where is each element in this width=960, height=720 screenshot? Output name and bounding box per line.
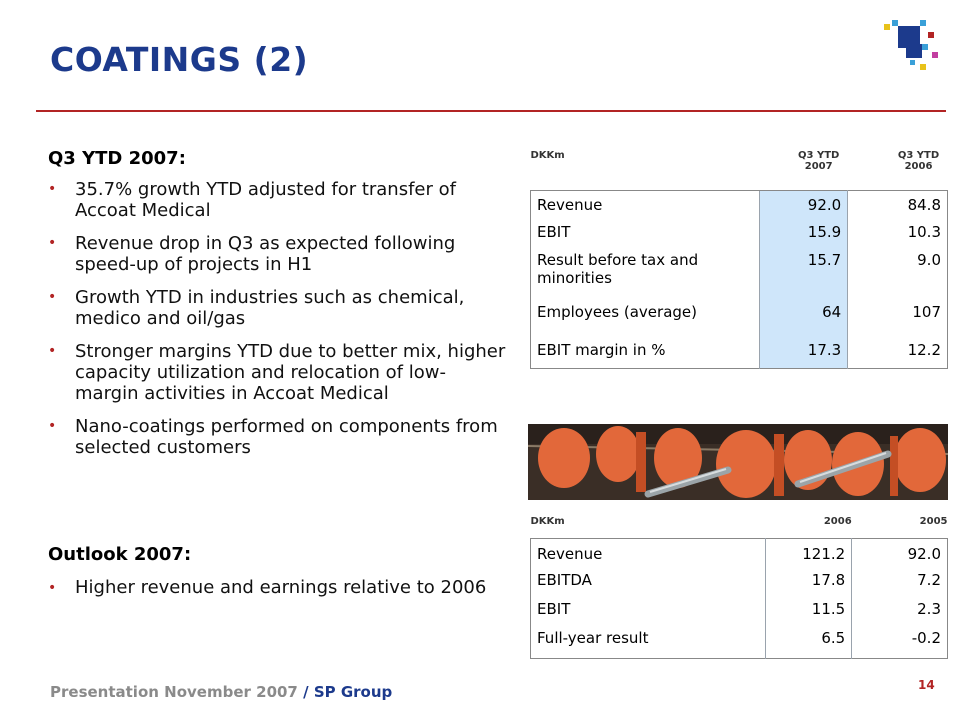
bullet-dot-icon: •	[48, 235, 57, 251]
column-header: 2005	[919, 516, 948, 527]
cell-value: 92.0	[907, 545, 941, 563]
cell-value: 9.0	[917, 250, 941, 269]
column-header: Q3 YTD 2007	[798, 150, 840, 172]
list-item: • 35.7% growth YTD adjusted for transfer …	[48, 179, 456, 221]
table-row: Full-year result 6.5 -0.2	[531, 628, 948, 659]
table-row: Result before tax and minorities 15.7 9.…	[531, 250, 948, 303]
company-logo	[884, 20, 938, 70]
row-label: Employees (average)	[537, 302, 697, 321]
row-label: EBITDA	[537, 570, 592, 589]
bullet-dot-icon: •	[48, 289, 57, 305]
row-label: EBIT	[537, 222, 571, 241]
table-row: EBIT margin in % 17.3 12.2	[531, 334, 948, 369]
footer-separator: /	[303, 683, 309, 701]
cell-value: 15.7	[759, 250, 849, 303]
annual-table: DKKm 2006 2005 Revenue 121.2 92.0 EBITDA…	[530, 516, 948, 659]
column-header: DKKm	[530, 150, 565, 161]
cell-value: 121.2	[765, 538, 853, 571]
coated-parts-photo	[528, 424, 948, 500]
row-label: Revenue	[537, 545, 603, 563]
footer: Presentation November 2007 / SP Group	[50, 683, 392, 701]
outlook-heading: Outlook 2007:	[48, 544, 192, 565]
column-header: 2006	[823, 516, 852, 527]
page-title: COATINGS (2)	[50, 40, 309, 79]
cell-value: 15.9	[759, 222, 849, 251]
cell-value: 17.3	[759, 334, 849, 369]
outlook-bullet-list: • Higher revenue and earnings relative to…	[48, 575, 518, 601]
cell-value: 64	[759, 302, 849, 335]
row-label: EBIT	[537, 599, 571, 618]
footer-company: SP Group	[313, 683, 393, 701]
footer-presentation: Presentation November 2007	[50, 683, 298, 701]
q3-bullet-list: • 35.7% growth YTD adjusted for transfer …	[48, 179, 508, 458]
bullet-dot-icon: •	[48, 181, 57, 197]
page-number: 14	[918, 678, 935, 692]
cell-value: 2.3	[917, 599, 941, 618]
cell-value: 84.8	[847, 190, 948, 223]
cell-value: 107	[912, 302, 941, 321]
cell-value: 7.2	[917, 570, 941, 589]
column-header: Q3 YTD 2006	[897, 150, 940, 172]
column-header: DKKm	[530, 516, 565, 527]
title-divider	[36, 110, 946, 112]
cell-value: -0.2	[911, 628, 941, 647]
outlook-section: Outlook 2007: • Higher revenue and earnin…	[48, 544, 518, 613]
bullet-dot-icon: •	[48, 343, 57, 359]
table-row: EBIT 15.9 10.3	[531, 222, 948, 251]
q3-heading: Q3 YTD 2007:	[48, 148, 186, 169]
cell-value: 6.5	[765, 628, 853, 659]
bullet-dot-icon: •	[48, 580, 57, 596]
cell-value: 17.8	[765, 570, 853, 600]
table-row: Revenue 121.2 92.0	[531, 538, 948, 571]
cell-value: 92.0	[759, 190, 849, 223]
cell-value: 12.2	[907, 340, 941, 359]
row-label: Full-year result	[537, 628, 649, 647]
table-row: Employees (average) 64 107	[531, 302, 948, 335]
list-item: • Stronger margins YTD due to better mix,…	[48, 341, 506, 404]
q3-ytd-table: DKKm Q3 YTD 2007 Q3 YTD 2006 Revenue 92.…	[530, 150, 948, 369]
list-item: • Growth YTD in industries such as chemic…	[48, 287, 465, 329]
table-row: EBITDA 17.8 7.2	[531, 570, 948, 600]
bullet-dot-icon: •	[48, 418, 57, 434]
cell-value: 10.3	[907, 222, 941, 241]
list-item: • Nano-coatings performed on components f…	[48, 416, 498, 458]
row-label: Revenue	[530, 190, 760, 223]
cell-value: 11.5	[765, 599, 853, 629]
list-item: • Higher revenue and earnings relative to…	[48, 575, 518, 601]
table-row: EBIT 11.5 2.3	[531, 599, 948, 629]
row-label: Result before tax and minorities	[537, 250, 699, 287]
q3-section: Q3 YTD 2007: • 35.7% growth YTD adjusted …	[48, 148, 508, 470]
table-row: Revenue 92.0 84.8	[530, 190, 948, 223]
row-label: EBIT margin in %	[537, 340, 666, 359]
list-item: • Revenue drop in Q3 as expected followin…	[48, 233, 456, 275]
